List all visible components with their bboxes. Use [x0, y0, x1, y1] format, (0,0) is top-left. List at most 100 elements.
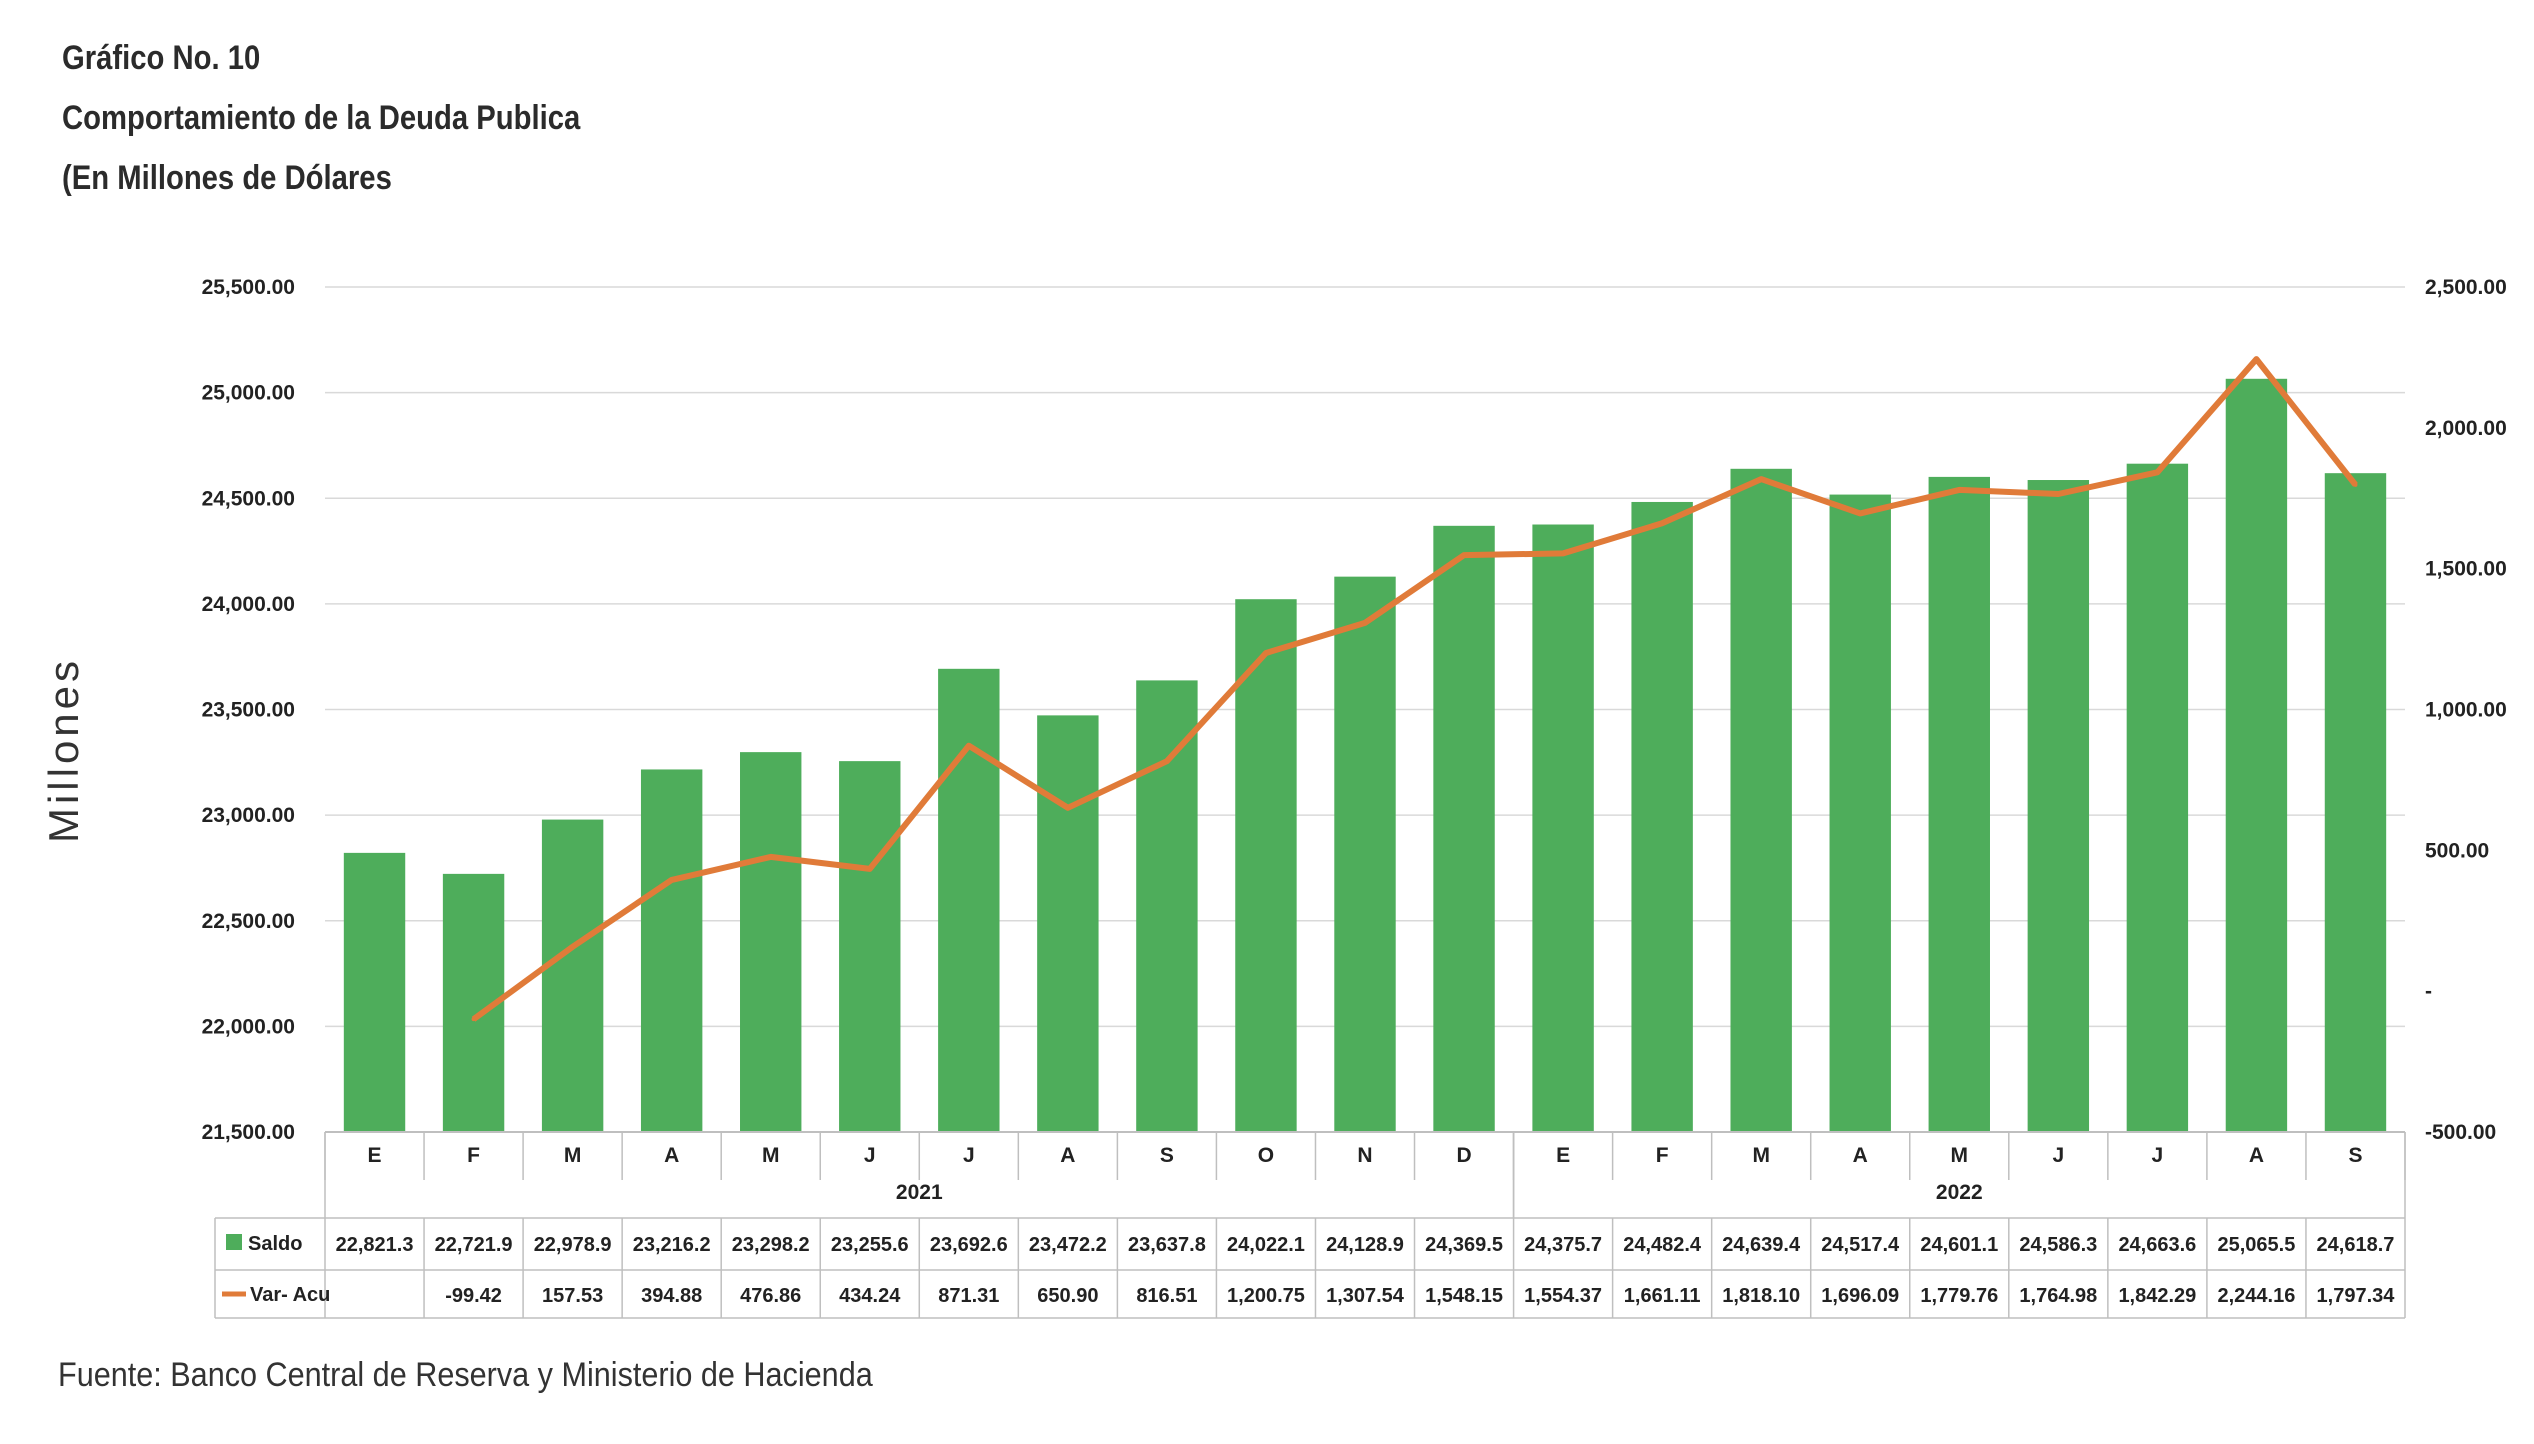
point-var-acu	[669, 877, 674, 882]
table-cell-saldo: 23,472.2	[1029, 1234, 1107, 1256]
y2-tick-label: 1,000.00	[2425, 699, 2507, 722]
table-cell-saldo: 23,637.8	[1128, 1234, 1206, 1256]
table-cell-var-acu: 1,661.11	[1624, 1285, 1701, 1307]
point-var-acu	[2155, 470, 2160, 475]
y2-tick-label: 500.00	[2425, 839, 2489, 862]
table-cell-saldo: 22,721.9	[435, 1234, 513, 1256]
table-cell-var-acu: 157.53	[542, 1285, 603, 1307]
table-cell-var-acu: 1,842.29	[2118, 1285, 2196, 1307]
bar-saldo	[1433, 525, 1495, 1132]
point-var-acu	[2353, 482, 2358, 487]
point-var-acu	[570, 944, 575, 949]
x-tick-label: M	[564, 1144, 582, 1167]
x-tick-label: J	[2052, 1144, 2064, 1167]
table-cell-var-acu: 434.24	[839, 1285, 901, 1307]
table-cell-saldo: 24,639.4	[1722, 1234, 1801, 1256]
bar-saldo	[1631, 501, 1693, 1132]
table-cell-var-acu: 816.51	[1136, 1285, 1197, 1307]
table-cell-saldo: 23,298.2	[732, 1234, 810, 1256]
x-tick-label: A	[1853, 1144, 1868, 1167]
point-var-acu	[1263, 650, 1268, 655]
table-cell-saldo: 24,375.7	[1524, 1234, 1602, 1256]
chart-subtitle: (En Millones de Dólares	[62, 159, 392, 197]
point-var-acu	[1363, 620, 1367, 625]
table-cell-var-acu: 1,797.34	[2317, 1285, 2396, 1307]
table-cell-var-acu: -99.42	[445, 1285, 502, 1307]
table-cell-saldo: 22,821.3	[336, 1234, 414, 1256]
x-tick-label: N	[1357, 1144, 1372, 1167]
y-tick-label: 25,500.00	[202, 276, 295, 299]
table-cell-saldo: 24,618.7	[2317, 1234, 2395, 1256]
y-tick-label: 21,500.00	[202, 1121, 295, 1144]
table-cell-saldo: 24,482.4	[1623, 1234, 1702, 1256]
x-tick-label: J	[864, 1144, 876, 1167]
chart-title-block: Gráfico No. 10 Comportamiento de la Deud…	[62, 28, 665, 208]
y-tick-label: 23,000.00	[202, 804, 295, 827]
table-cell-saldo: 23,255.6	[831, 1234, 909, 1256]
legend-swatch-saldo	[226, 1234, 242, 1250]
table-cell-var-acu: 1,200.75	[1227, 1285, 1305, 1307]
x-tick-label: F	[467, 1144, 480, 1167]
table-cell-saldo: 24,022.1	[1227, 1234, 1305, 1256]
x-tick-label: A	[1060, 1144, 1075, 1167]
table-cell-var-acu: 2,244.16	[2217, 1285, 2295, 1307]
bar-saldo	[839, 761, 901, 1132]
x-tick-label: D	[1456, 1144, 1471, 1167]
table-cell-var-acu: 650.90	[1037, 1285, 1098, 1307]
y2-tick-label: 2,500.00	[2425, 276, 2507, 299]
point-var-acu	[2254, 357, 2259, 362]
x-tick-label: M	[1951, 1144, 1969, 1167]
bar-saldo	[740, 752, 802, 1132]
table-cell-var-acu: 1,307.54	[1326, 1285, 1405, 1307]
table-cell-saldo: 22,978.9	[534, 1234, 612, 1256]
table-cell-var-acu: 871.31	[938, 1285, 999, 1307]
bar-saldo	[1730, 468, 1792, 1132]
point-var-acu	[1462, 553, 1467, 558]
table-cell-saldo: 25,065.5	[2217, 1234, 2295, 1256]
legend-label-var-acu: Var- Acu	[250, 1284, 330, 1306]
chart-title: Comportamiento de la Deuda Publica	[62, 99, 581, 137]
y-tick-label: 22,000.00	[202, 1015, 295, 1038]
table-cell-saldo: 24,517.4	[1821, 1234, 1900, 1256]
point-var-acu	[1759, 477, 1764, 482]
y-tick-label: 22,500.00	[202, 910, 295, 933]
table-cell-saldo: 23,692.6	[930, 1234, 1008, 1256]
table-cell-var-acu: 1,696.09	[1821, 1285, 1899, 1307]
table-cell-var-acu: 1,554.37	[1524, 1285, 1602, 1307]
line-var-acu	[471, 356, 2358, 1022]
x-tick-label: J	[2152, 1144, 2164, 1167]
x-tick-label: E	[1556, 1144, 1570, 1167]
bar-saldo	[1037, 715, 1099, 1132]
y2-tick-label: -500.00	[2425, 1121, 2496, 1144]
table-cell-saldo: 23,216.2	[633, 1234, 711, 1256]
bar-saldo	[1829, 494, 1891, 1133]
bar-saldo	[2126, 463, 2189, 1132]
point-var-acu	[867, 866, 872, 871]
x-tick-label: E	[368, 1144, 382, 1167]
y2-tick-label: 2,000.00	[2425, 417, 2507, 440]
point-var-acu	[966, 743, 971, 748]
table-cell-saldo: 24,369.5	[1425, 1234, 1503, 1256]
x-tick-label: F	[1656, 1144, 1669, 1167]
point-var-acu	[1858, 511, 1863, 516]
table-cell-saldo: 24,601.1	[1920, 1234, 1998, 1256]
table-cell-var-acu: 1,548.15	[1425, 1285, 1503, 1307]
bar-saldo	[1136, 680, 1198, 1132]
bar-saldo	[343, 852, 406, 1132]
table-cell-var-acu: 1,818.10	[1722, 1285, 1800, 1307]
point-var-acu	[768, 854, 773, 859]
point-var-acu	[1957, 487, 1962, 492]
table-cell-saldo: 24,586.3	[2019, 1234, 2097, 1256]
point-var-acu	[1561, 551, 1566, 556]
x-group-label: 2021	[896, 1181, 943, 1204]
bar-saldo	[1532, 524, 1594, 1132]
x-group-label: 2022	[1936, 1181, 1983, 1204]
bar-saldo	[2225, 378, 2288, 1133]
table-cell-var-acu: 1,779.76	[1920, 1285, 1998, 1307]
x-tick-label: M	[1752, 1144, 1770, 1167]
x-tick-label: O	[1258, 1144, 1274, 1167]
table-cell-var-acu: 1,764.98	[2019, 1285, 2097, 1307]
x-tick-label: A	[664, 1144, 679, 1167]
table-cell-saldo: 24,663.6	[2118, 1234, 2196, 1256]
